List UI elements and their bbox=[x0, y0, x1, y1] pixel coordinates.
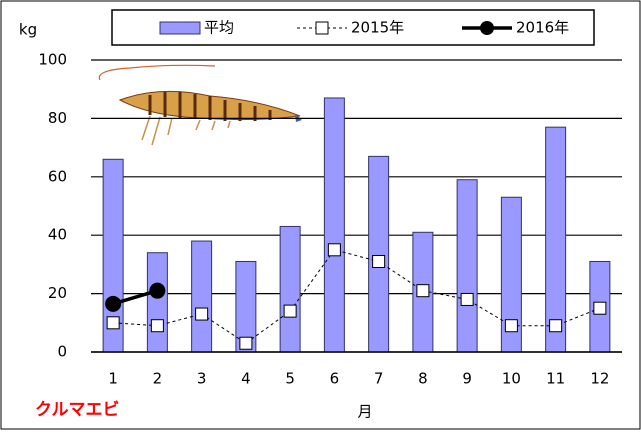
point bbox=[240, 337, 252, 349]
point bbox=[373, 255, 385, 267]
point bbox=[417, 285, 429, 297]
x-tick-label: 2 bbox=[153, 370, 163, 388]
bar bbox=[324, 98, 344, 352]
x-tick-label: 9 bbox=[462, 370, 472, 388]
y-tick-label: 0 bbox=[57, 343, 67, 361]
x-tick-label: 11 bbox=[546, 370, 565, 388]
point bbox=[505, 320, 517, 332]
point bbox=[461, 293, 473, 305]
x-tick-label: 5 bbox=[285, 370, 295, 388]
point bbox=[284, 305, 296, 317]
y-tick-label: 20 bbox=[48, 284, 67, 302]
bar bbox=[192, 241, 212, 352]
x-tick-label: 3 bbox=[197, 370, 207, 388]
point bbox=[151, 320, 163, 332]
bar bbox=[457, 180, 477, 352]
chart: kg 月 クルマエビ 020406080100123456789101112平均… bbox=[0, 0, 641, 430]
x-tick-label: 7 bbox=[374, 370, 384, 388]
x-tick-label: 10 bbox=[502, 370, 521, 388]
point bbox=[328, 244, 340, 256]
point bbox=[550, 320, 562, 332]
y-tick-label: 100 bbox=[38, 51, 67, 69]
point bbox=[149, 283, 165, 299]
chart-border bbox=[1, 1, 640, 429]
point bbox=[196, 308, 208, 320]
legend-swatch bbox=[160, 22, 200, 34]
x-tick-label: 8 bbox=[418, 370, 428, 388]
point bbox=[105, 296, 121, 312]
x-tick-label: 4 bbox=[241, 370, 251, 388]
legend-marker bbox=[480, 21, 494, 35]
point bbox=[594, 302, 606, 314]
y-tick-label: 40 bbox=[48, 226, 67, 244]
x-tick-label: 6 bbox=[330, 370, 340, 388]
point bbox=[107, 317, 119, 329]
legend-label: 2016年 bbox=[516, 19, 569, 37]
y-axis-label: kg bbox=[19, 21, 37, 39]
legend-marker bbox=[316, 22, 328, 34]
x-axis-label: 月 bbox=[357, 403, 372, 421]
legend-label: 平均 bbox=[204, 19, 234, 37]
y-tick-label: 60 bbox=[48, 167, 67, 185]
bar bbox=[546, 127, 566, 352]
y-tick-label: 80 bbox=[48, 109, 67, 127]
bar bbox=[280, 226, 300, 352]
legend-label: 2015年 bbox=[351, 19, 404, 37]
bar bbox=[369, 156, 389, 352]
x-tick-label: 1 bbox=[108, 370, 118, 388]
bar bbox=[147, 253, 167, 352]
x-tick-label: 12 bbox=[590, 370, 609, 388]
annotation: クルマエビ bbox=[35, 400, 120, 420]
